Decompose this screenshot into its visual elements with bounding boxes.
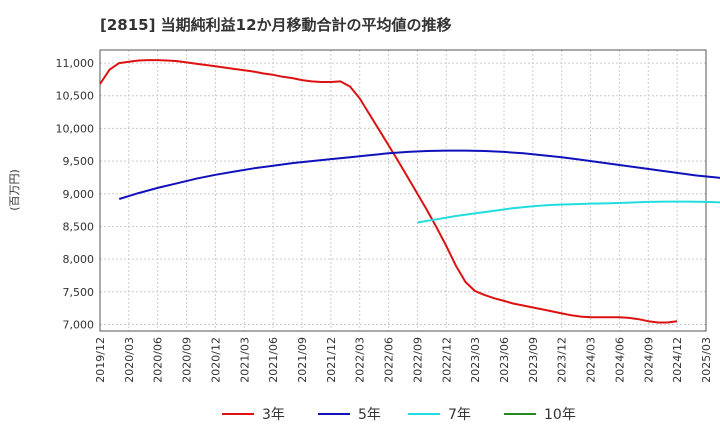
x-tick-label: 2023/03 [469, 337, 482, 383]
y-tick-label: 7,000 [63, 318, 95, 331]
y-axis-label: (百万円) [8, 169, 21, 211]
series-line-7年 [417, 200, 720, 224]
x-tick-label: 2020/09 [181, 337, 194, 383]
y-tick-label: 10,000 [56, 122, 95, 135]
legend-label: 10年 [544, 407, 576, 423]
y-tick-label: 7,500 [63, 286, 95, 299]
x-tick-label: 2024/09 [642, 337, 655, 383]
series-line-3年 [99, 59, 678, 324]
x-axis: 2019/12 2020/03 2020/06 2020/09 2020/12 2021/… [94, 337, 713, 383]
y-tick-label: 8,000 [63, 253, 95, 266]
x-tick-label: 2020/03 [123, 337, 136, 383]
x-tick-label: 2021/03 [238, 337, 251, 383]
x-tick-label: 2019/12 [94, 337, 107, 383]
y-tick-label: 10,500 [56, 90, 95, 103]
legend: 3年 5年 7年 10年 [222, 407, 576, 423]
x-tick-label: 2022/06 [383, 337, 396, 383]
x-tick-label: 2025/03 [700, 337, 713, 383]
x-tick-label: 2023/12 [556, 337, 569, 383]
y-tick-label: 9,500 [63, 155, 95, 168]
y-tick-label: 8,500 [63, 220, 95, 233]
x-tick-label: 2021/06 [267, 337, 280, 383]
x-tick-label: 2024/12 [671, 337, 684, 383]
x-tick-label: 2022/09 [411, 337, 424, 383]
x-tick-label: 2024/03 [585, 337, 598, 383]
x-tick-label: 2021/09 [296, 337, 309, 383]
y-axis: 7,000 7,500 8,000 8,500 9,000 9,500 10,000 10,5… [56, 57, 95, 331]
x-tick-label: 2020/06 [152, 337, 165, 383]
x-tick-label: 2021/12 [325, 337, 338, 383]
x-tick-label: 2024/06 [613, 337, 626, 383]
x-tick-label: 2023/06 [498, 337, 511, 383]
x-tick-label: 2020/12 [209, 337, 222, 383]
series-lines [99, 59, 720, 324]
x-tick-label: 2022/12 [440, 337, 453, 383]
series-line-5年 [118, 149, 720, 200]
plot-area [99, 49, 707, 332]
grid [99, 50, 707, 331]
x-tick-label: 2023/09 [527, 337, 540, 383]
legend-label: 7年 [448, 407, 471, 423]
legend-label: 5年 [358, 407, 381, 423]
x-tick-label: 2022/03 [354, 337, 367, 383]
y-tick-label: 11,000 [56, 57, 95, 70]
y-tick-label: 9,000 [63, 188, 95, 201]
chart-title: [2815] 当期純利益12か月移動合計の平均値の推移 [100, 16, 452, 34]
legend-label: 3年 [262, 407, 285, 423]
